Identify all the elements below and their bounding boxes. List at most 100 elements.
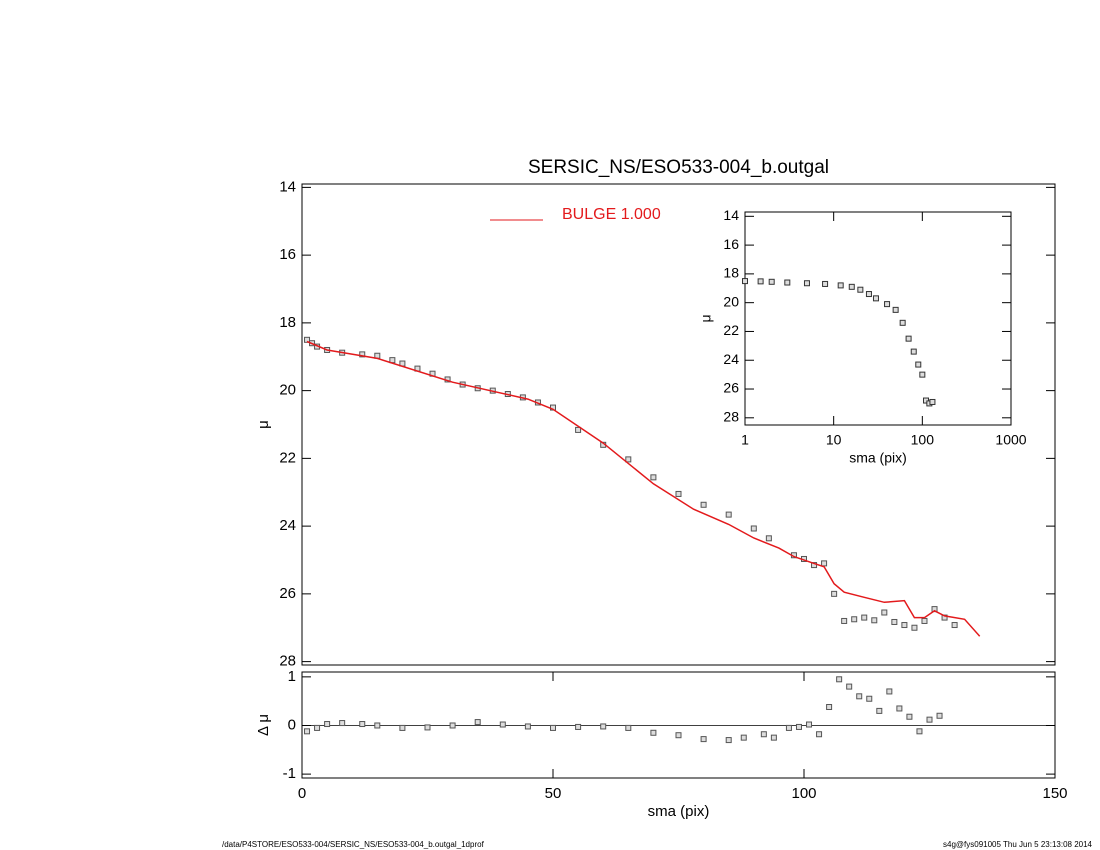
y-tick-label: 24 <box>279 517 296 534</box>
data-point <box>424 724 431 731</box>
data-point <box>725 737 732 744</box>
data-point <box>896 705 903 712</box>
x-tick-label: 0 <box>298 785 306 802</box>
data-point <box>524 723 531 730</box>
model-line <box>306 340 981 637</box>
data-point <box>625 456 632 463</box>
data-point <box>826 704 833 711</box>
x-tick-label: 150 <box>1042 785 1067 802</box>
data-point <box>886 688 893 695</box>
x-axis-label: sma (pix) <box>648 803 710 820</box>
data-point <box>911 624 918 631</box>
data-point <box>811 562 818 569</box>
data-point <box>768 278 775 285</box>
y-tick-label: -1 <box>283 765 296 782</box>
data-point <box>784 279 791 286</box>
data-point <box>449 722 456 729</box>
data-point <box>837 282 844 289</box>
data-point <box>881 609 888 616</box>
y-tick-label: 16 <box>279 246 296 263</box>
data-point <box>836 676 843 683</box>
data-point <box>856 693 863 700</box>
y-tick-label: 24 <box>723 351 739 367</box>
y-tick-label: 14 <box>279 178 296 195</box>
y-tick-label: 1 <box>288 668 296 685</box>
data-point <box>785 724 792 731</box>
x-tick-label: 1 <box>741 432 749 448</box>
y-tick-label: 16 <box>723 236 739 252</box>
data-point <box>846 683 853 690</box>
data-point <box>848 283 855 290</box>
data-point <box>936 712 943 719</box>
data-point <box>929 398 936 405</box>
y-tick-label: 18 <box>279 314 296 331</box>
data-point <box>740 734 747 741</box>
data-point <box>906 713 913 720</box>
y-tick-label: 18 <box>723 265 739 281</box>
data-point <box>700 501 707 508</box>
data-point <box>857 286 864 293</box>
plot-frame <box>744 211 1012 426</box>
data-point <box>891 618 898 625</box>
data-point <box>625 724 632 731</box>
data-point <box>750 525 757 532</box>
x-axis-label: sma (pix) <box>849 450 907 466</box>
data-point <box>821 560 828 567</box>
data-point <box>650 474 657 481</box>
y-axis-label: μ <box>255 420 272 429</box>
footer-path: /data/P4STORE/ESO533-004/SERSIC_NS/ESO53… <box>222 840 485 849</box>
data-point <box>851 616 858 623</box>
y-tick-label: 22 <box>723 322 739 338</box>
chart-title: SERSIC_NS/ESO533-004_b.outgal <box>528 157 829 178</box>
data-point <box>499 721 506 728</box>
plot-frame <box>301 671 1056 779</box>
data-point <box>916 728 923 735</box>
y-axis-label: Δ μ <box>255 714 272 736</box>
y-tick-label: 22 <box>279 449 296 466</box>
data-point <box>675 732 682 739</box>
data-point <box>324 721 331 728</box>
data-point <box>905 335 912 342</box>
data-point <box>901 622 908 629</box>
data-point <box>359 351 366 358</box>
data-point <box>304 728 311 735</box>
legend-label: BULGE 1.000 <box>562 206 661 223</box>
data-point <box>865 291 872 298</box>
data-point <box>816 731 823 738</box>
data-point <box>339 720 346 727</box>
data-point <box>876 707 883 714</box>
data-point <box>550 724 556 731</box>
y-tick-label: 20 <box>279 382 296 399</box>
footer-stamp: s4g@fys091005 Thu Jun 5 23:13:08 2014 <box>943 840 1093 849</box>
y-tick-label: 0 <box>288 716 296 733</box>
data-point <box>803 280 810 287</box>
data-point <box>675 490 682 497</box>
x-tick-label: 10 <box>826 432 842 448</box>
data-point <box>866 695 873 702</box>
y-tick-label: 14 <box>723 207 739 223</box>
data-point <box>600 723 607 730</box>
data-point <box>822 280 829 287</box>
data-point <box>921 617 928 624</box>
y-tick-label: 28 <box>723 409 739 425</box>
data-point <box>926 716 933 723</box>
data-point <box>910 348 917 355</box>
data-point <box>575 723 582 730</box>
data-point <box>872 295 879 302</box>
data-point <box>841 617 848 624</box>
data-point <box>831 590 838 597</box>
data-point <box>359 721 366 728</box>
data-point <box>650 729 657 736</box>
data-point <box>884 301 891 308</box>
data-point <box>399 724 406 731</box>
data-point <box>951 622 958 629</box>
data-point <box>871 617 878 624</box>
y-tick-label: 26 <box>279 585 296 602</box>
plot-frame <box>301 183 1056 666</box>
data-point <box>915 361 922 368</box>
x-tick-label: 1000 <box>995 432 1026 448</box>
y-tick-label: 28 <box>279 653 296 670</box>
y-axis-label: μ <box>698 314 714 322</box>
data-point <box>861 614 868 621</box>
